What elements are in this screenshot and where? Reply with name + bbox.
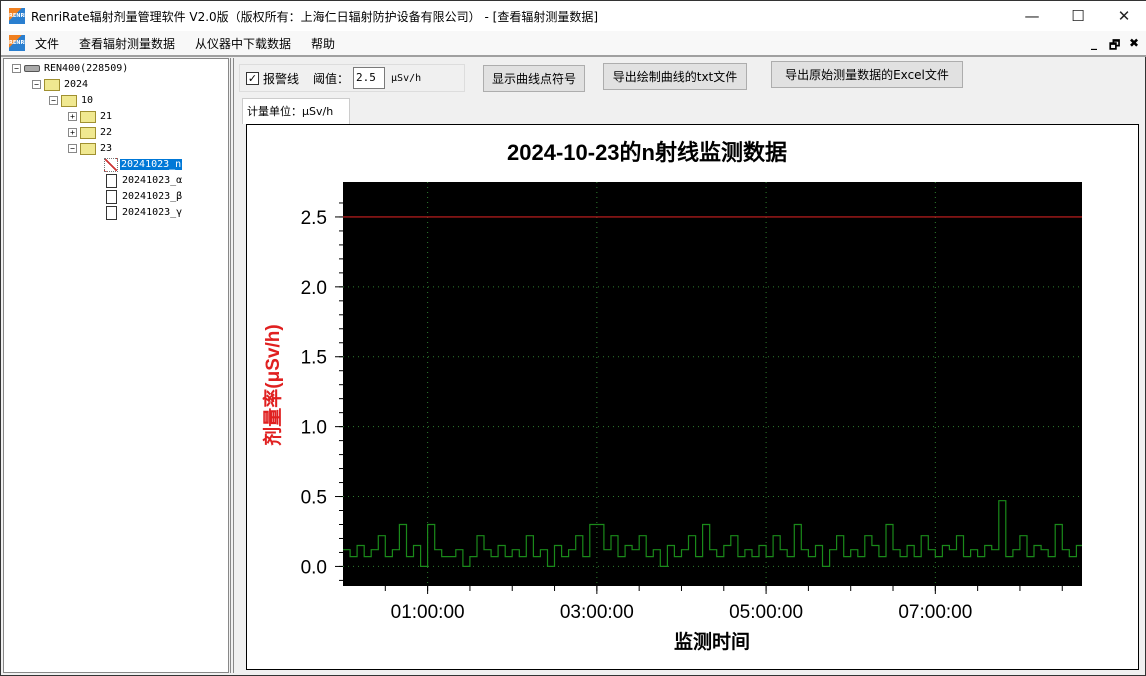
tree-node-day[interactable]: −23	[68, 141, 112, 156]
menu-bar: RENRI 文件 查看辐射测量数据 从仪器中下载数据 帮助	[1, 31, 1146, 57]
mdi-close-button[interactable]: ✖	[1129, 36, 1140, 50]
folder-icon	[80, 110, 96, 123]
tree-node-month[interactable]: −10	[49, 93, 93, 108]
chart-frame: 2024-10-23的n射线监测数据 监测时间 剂量率(μSv/h) 0.0 0.…	[246, 124, 1139, 670]
tree-file[interactable]: 20241023_α	[106, 173, 182, 188]
mdi-minimize-button[interactable]: _	[1091, 36, 1097, 50]
y-axis-label: 剂量率(μSv/h)	[261, 324, 284, 445]
file-tree[interactable]: − REN400(228509) −2024 −10 +21 +22 −23 20…	[3, 58, 229, 673]
plot-area	[343, 182, 1082, 586]
y-tick-label: 2.0	[301, 278, 327, 299]
show-symbols-button[interactable]: 显示曲线点符号	[483, 65, 585, 92]
tab-unit[interactable]: 计量单位：μSv/h	[242, 98, 350, 124]
collapse-icon[interactable]: −	[32, 80, 41, 89]
x-tick-label: 07:00:00	[898, 602, 972, 623]
file-icon	[106, 205, 117, 220]
y-tick-label: 1.5	[301, 348, 327, 369]
y-tick-label: 0.0	[301, 557, 327, 578]
x-tick-label: 05:00:00	[729, 602, 803, 623]
tree-file-selected[interactable]: 20241023_n	[104, 157, 183, 172]
title-bar: RENRI RenriRate辐射剂量管理软件 V2.0版（版权所有：上海仁日辐…	[1, 1, 1146, 31]
folder-icon	[80, 126, 96, 139]
threshold-input[interactable]: 2.5	[353, 67, 386, 89]
tree-node-year[interactable]: −2024	[32, 77, 88, 92]
x-axis-label: 监测时间	[674, 630, 750, 653]
collapse-icon[interactable]: −	[12, 64, 21, 73]
menu-help[interactable]: 帮助	[311, 36, 336, 51]
x-tick-label: 01:00:00	[391, 602, 465, 623]
tree-node-day[interactable]: +21	[68, 109, 112, 124]
folder-icon	[44, 78, 60, 91]
expand-icon[interactable]: +	[68, 128, 77, 137]
y-tick-label: 1.0	[301, 418, 327, 439]
chart-title: 2024-10-23的n射线监测数据	[507, 140, 787, 165]
tree-node-day[interactable]: +22	[68, 125, 112, 140]
folder-icon	[61, 94, 77, 107]
app-logo-icon: RENRI	[9, 8, 25, 24]
menu-view-data[interactable]: 查看辐射测量数据	[79, 36, 176, 51]
folder-icon	[80, 142, 96, 155]
alarm-group: ✓ 报警线 阈值： 2.5 μSv/h	[239, 64, 465, 92]
alarm-checkbox[interactable]: ✓	[246, 71, 259, 85]
menu-download[interactable]: 从仪器中下载数据	[195, 36, 292, 51]
tree-file[interactable]: 20241023_γ	[106, 205, 182, 220]
file-icon	[106, 189, 117, 204]
chart: 2024-10-23的n射线监测数据 监测时间 剂量率(μSv/h) 0.0 0.…	[261, 140, 1082, 653]
y-tick-label: 0.5	[301, 488, 327, 509]
app-logo-icon: RENRI	[9, 35, 25, 51]
file-icon	[106, 173, 117, 188]
window-title: RenriRate辐射剂量管理软件 V2.0版（版权所有：上海仁日辐射防护设备有…	[31, 9, 599, 24]
expand-icon[interactable]: +	[68, 112, 77, 121]
x-tick-label: 03:00:00	[560, 602, 634, 623]
series-line	[343, 500, 1082, 567]
export-txt-button[interactable]: 导出绘制曲线的txt文件	[603, 63, 747, 90]
y-tick-label: 2.5	[301, 208, 327, 229]
collapse-icon[interactable]: −	[49, 96, 58, 105]
chart-icon	[104, 157, 118, 172]
menu-file[interactable]: 文件	[35, 36, 60, 51]
tree-file[interactable]: 20241023_β	[106, 189, 182, 204]
drive-icon	[24, 65, 40, 72]
tree-node-device[interactable]: − REN400(228509)	[12, 61, 128, 76]
splitter[interactable]	[230, 58, 234, 673]
threshold-label: 阈值：	[313, 71, 350, 86]
minimize-button[interactable]: —	[1024, 7, 1040, 25]
close-button[interactable]: ✕	[1117, 7, 1131, 25]
threshold-unit: μSv/h	[391, 72, 422, 84]
collapse-icon[interactable]: −	[68, 144, 77, 153]
export-excel-button[interactable]: 导出原始测量数据的Excel文件	[771, 61, 963, 88]
alarm-label: 报警线	[263, 71, 300, 86]
mdi-restore-button[interactable]: 🗗	[1109, 38, 1121, 52]
maximize-button[interactable]: ☐	[1071, 7, 1085, 25]
